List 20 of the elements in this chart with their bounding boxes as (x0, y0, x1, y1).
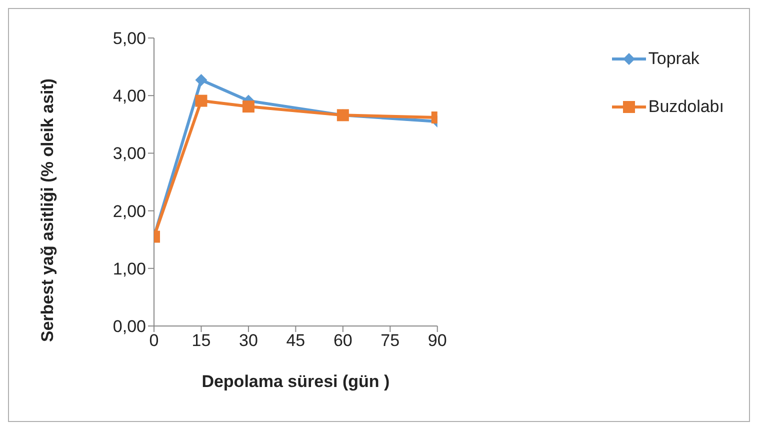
y-axis-title: Serbest yağ asitliği (% oleik asit) (38, 78, 58, 342)
x-tick-label: 60 (333, 331, 352, 350)
point (195, 94, 208, 107)
point (242, 100, 254, 113)
x-tick-label: 90 (428, 331, 447, 350)
x-tick-label: 0 (149, 331, 159, 350)
x-tick-label: 15 (192, 331, 211, 350)
point (195, 74, 208, 86)
legend-label: Toprak (648, 49, 700, 69)
y-tick-label: 0,00 (112, 317, 146, 336)
x-tick-label: 30 (238, 331, 258, 350)
y-tick-label: 2,00 (112, 202, 146, 221)
y-tick-label: 5,00 (112, 29, 146, 48)
y-tick-label: 4,00 (112, 86, 146, 106)
x-tick-label: 75 (380, 331, 400, 350)
x-tick-label: 45 (286, 331, 306, 350)
x-axis-title: Depolama süresi (gün ) (202, 372, 390, 391)
y-tick-label: 1,00 (112, 259, 146, 278)
y-tick-label: 3,00 (112, 144, 146, 164)
legend-label: Buzdolabı (648, 97, 724, 117)
